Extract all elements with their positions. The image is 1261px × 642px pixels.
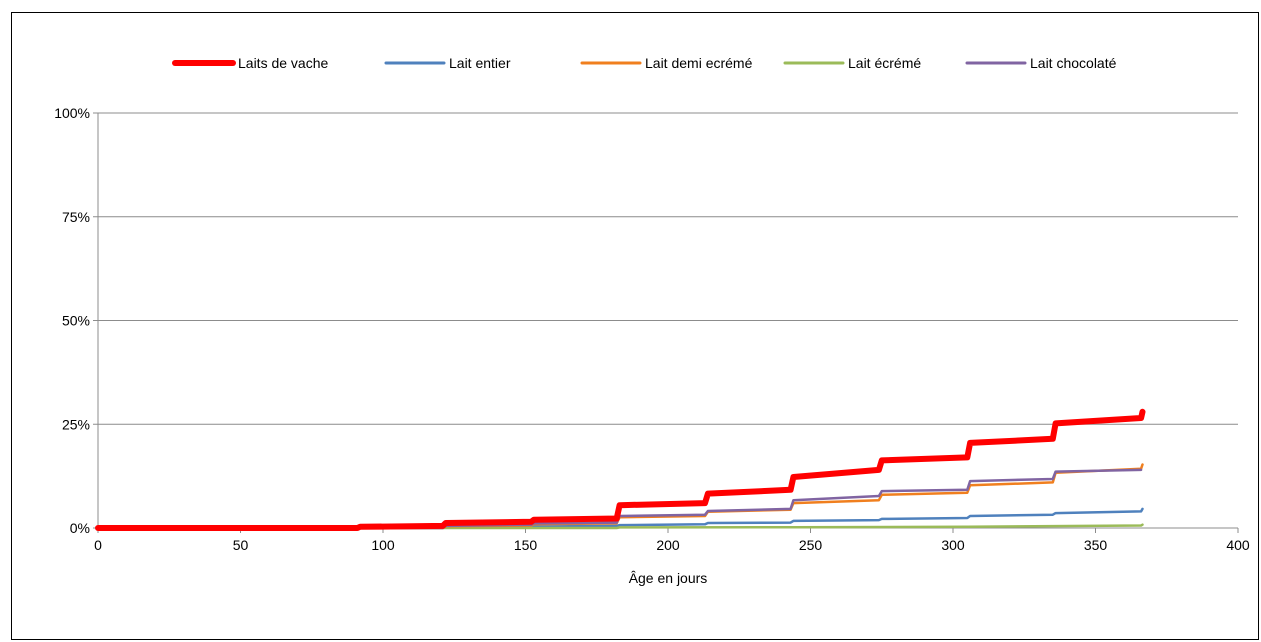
chart-svg: 0%25%50%75%100%0 50 100 150 200 250 300 350 400 … xyxy=(54,55,1250,586)
y-tick-label: 75% xyxy=(62,209,90,225)
x-tick-label: 200 xyxy=(656,537,680,553)
legend-label: Lait écrémé xyxy=(848,55,921,71)
x-axis-title: Âge en jours xyxy=(629,570,708,586)
y-tick-label: 50% xyxy=(62,313,90,329)
x-tick-label: 150 xyxy=(514,537,538,553)
series-line-2 xyxy=(96,463,1144,530)
axis-layer: 0% 25% 50% 75% 100% 0 50 100 150 200 250 300 350 400 xyxy=(54,105,1250,553)
series-line-1 xyxy=(96,507,1144,530)
y-tick-label: 0% xyxy=(70,520,90,536)
x-tick-label: 50 xyxy=(233,537,249,553)
chart-frame: 0% 25% 50% 75% 100% 0 50 100 150 200 250 300 350 400 … xyxy=(11,12,1259,640)
x-tick-label: 300 xyxy=(941,537,965,553)
x-tick-label: 100 xyxy=(371,537,395,553)
y-tick-label: 25% xyxy=(62,416,90,432)
x-tick-label: 250 xyxy=(799,537,823,553)
legend-label: Lait entier xyxy=(449,55,511,71)
x-tick-label: 400 xyxy=(1226,537,1250,553)
series-line-3 xyxy=(96,523,1144,530)
series-line-0 xyxy=(95,408,1146,531)
x-tick-label: 350 xyxy=(1084,537,1108,553)
legend-label: Lait chocolaté xyxy=(1030,55,1117,71)
legend-label: Laits de vache xyxy=(238,55,328,71)
series-layer xyxy=(95,408,1146,531)
x-tick-label: 0 xyxy=(94,537,102,553)
grid-layer xyxy=(98,112,1238,425)
legend-label: Lait demi ecrémé xyxy=(645,55,753,71)
legend: Laits de vache Lait entier Lait demi ecrém… xyxy=(172,55,1117,71)
y-tick-label: 100% xyxy=(54,105,90,121)
